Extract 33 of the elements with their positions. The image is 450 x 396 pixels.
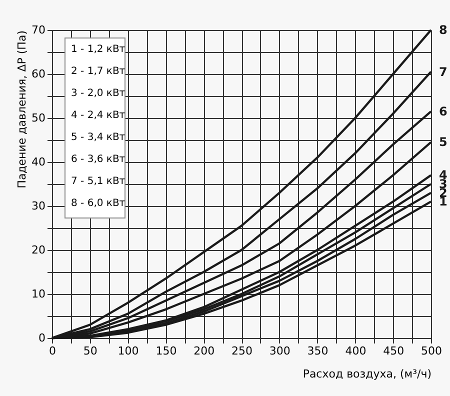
x-tick-label: 0: [49, 344, 56, 358]
y-axis-title: Падение давления, ΔP (Па): [16, 30, 29, 188]
annotation: 5 - 3,4 кВт: [71, 132, 126, 143]
x-tick-label: 50: [83, 344, 98, 358]
y-tick-label: 60: [32, 68, 46, 80]
y-tick-label: 70: [32, 24, 46, 36]
x-tick-label: 200: [194, 344, 215, 358]
annotation: 3 - 2,0 кВт: [71, 88, 126, 99]
y-tick-label: 30: [32, 200, 46, 212]
x-tick-label: 300: [269, 344, 290, 358]
series-label: 5: [439, 135, 448, 150]
annotation: 8 - 6,0 кВт: [71, 198, 126, 209]
x-tick-label: 150: [156, 344, 177, 358]
y-tick-label: 0: [38, 332, 46, 344]
x-tick-label: 100: [118, 344, 139, 358]
x-tick-label: 400: [345, 344, 366, 358]
annotation: 6 - 3,6 кВт: [71, 154, 126, 165]
annotation: 7 - 5,1 кВт: [71, 176, 126, 187]
series-label: 6: [439, 104, 448, 118]
annotation: 4 - 2,4 кВт: [71, 110, 126, 121]
series-label: 8: [439, 23, 448, 37]
x-axis-title: Расход воздуха, (м³/ч): [302, 368, 432, 380]
y-tick-label: 10: [32, 288, 46, 300]
annotation: 2 - 1,7 кВт: [71, 66, 126, 77]
y-tick-label: 40: [32, 156, 46, 168]
x-tick-label: 500: [421, 344, 442, 358]
series-label: 7: [439, 64, 448, 79]
annotation: 1 - 1,2 кВт: [71, 44, 126, 55]
x-tick-label: 350: [307, 344, 328, 358]
y-tick-label: 50: [32, 112, 46, 124]
x-tick-label: 250: [232, 344, 252, 358]
y-tick-label: 20: [32, 244, 46, 256]
x-tick-label: 450: [383, 344, 404, 358]
